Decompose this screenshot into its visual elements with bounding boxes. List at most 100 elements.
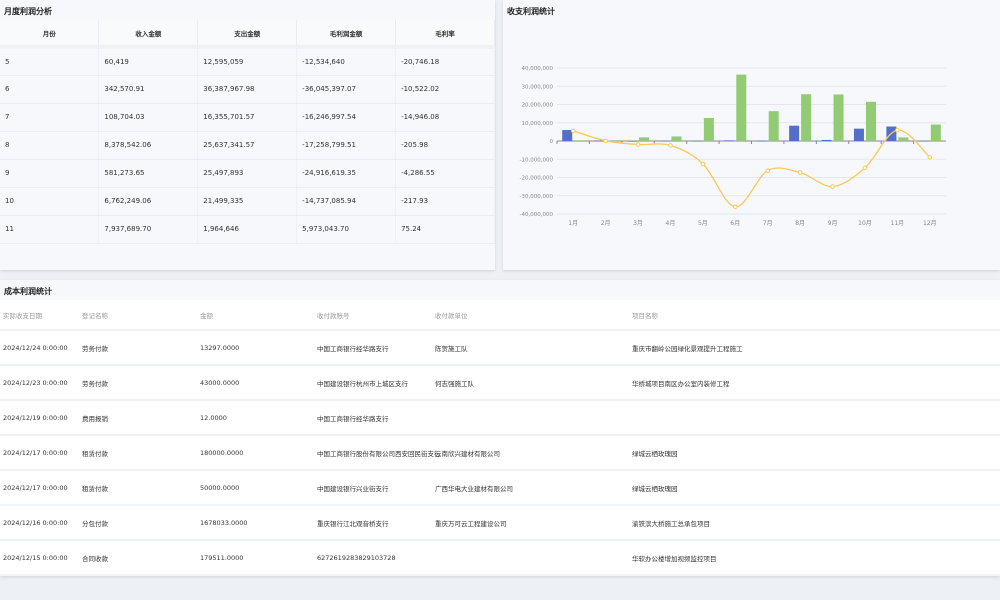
- table-row[interactable]: 2024/12/17 0:00:00 租赁付款 50000.0000 中国建设银行兴业…: [0, 470, 1000, 506]
- table-cell: 7: [0, 103, 100, 132]
- bar-series-0[interactable]: [789, 125, 800, 141]
- table-cell: 渝铁滨大桥施工总承包项目: [629, 505, 1000, 541]
- table-cell: 重庆市翻岭公园绿化景观提升工程施工: [629, 330, 1000, 366]
- table-cell: 2024/12/24 0:00:00: [0, 330, 79, 366]
- column-header[interactable]: 月份: [0, 20, 100, 49]
- line-point[interactable]: [765, 168, 771, 173]
- bar-series-0[interactable]: [853, 128, 864, 141]
- table-cell: 劳务付款: [79, 330, 197, 366]
- bar-series-1[interactable]: [736, 74, 747, 141]
- table-cell: -12,534,640: [296, 47, 397, 76]
- bar-series-1[interactable]: [930, 124, 941, 141]
- line-point[interactable]: [700, 161, 706, 167]
- table-row[interactable]: 10 6,762,249.06 21,499,335 -14,737,085.94 -2…: [0, 187, 495, 216]
- column-header[interactable]: 项目名称: [629, 300, 1000, 331]
- bar-series-1[interactable]: [898, 137, 909, 141]
- x-tick-label: 4月: [666, 220, 676, 227]
- line-point[interactable]: [732, 204, 738, 210]
- table-cell: 中国工商银行经华路支行: [314, 330, 432, 366]
- column-header[interactable]: 收付款账号: [314, 300, 432, 331]
- table-row[interactable]: 2024/12/19 0:00:00 费用报销 12.0000 中国工商银行经华路支行: [0, 400, 1000, 436]
- table-cell: 10: [0, 187, 100, 216]
- table-cell: 2024/12/15 0:00:00: [0, 540, 79, 576]
- x-tick-label: 12月: [923, 220, 937, 227]
- table-row[interactable]: 5 60,419 12,595,059 -12,534,640 -20,746.18: [0, 47, 495, 76]
- column-header[interactable]: 毛利润金额: [296, 20, 397, 49]
- bar-series-1[interactable]: [865, 101, 876, 141]
- bar-series-1[interactable]: [768, 111, 779, 141]
- table-cell: 16,355,701.57: [197, 103, 298, 132]
- line-point[interactable]: [830, 184, 835, 189]
- panel-title: 成本利润统计: [4, 287, 52, 296]
- bar-series-0[interactable]: [821, 139, 832, 141]
- table-cell: 25,637,341.57: [197, 131, 298, 160]
- table-row[interactable]: 2024/12/23 0:00:00 劳务付款 43000.0000 中国建设银行杭州…: [0, 365, 1000, 401]
- bar-series-1[interactable]: [639, 137, 650, 141]
- table-cell: 2024/12/23 0:00:00: [0, 365, 79, 401]
- y-tick-label: 20,000,000: [522, 103, 554, 109]
- profit-line: [573, 129, 931, 208]
- bar-series-1[interactable]: [574, 140, 585, 141]
- bar-series-1[interactable]: [671, 136, 682, 141]
- table-cell: 342,570.91: [98, 75, 199, 104]
- x-tick-label: 3月: [633, 220, 643, 227]
- table-cell: 21,499,335: [197, 187, 298, 216]
- line-point[interactable]: [668, 143, 673, 148]
- bar-series-0[interactable]: [756, 140, 767, 142]
- table-cell: 9: [0, 159, 100, 188]
- bar-series-0[interactable]: [918, 140, 929, 142]
- column-header[interactable]: 支出金额: [197, 20, 298, 49]
- bar-series-1[interactable]: [703, 118, 714, 141]
- table-cell: 劳务付款: [79, 365, 197, 401]
- line-point[interactable]: [570, 128, 576, 134]
- y-tick-label: 10,000,000: [522, 121, 554, 127]
- table-cell: -14,946.08: [395, 103, 495, 132]
- table-cell: 绿城云栖玫瑰园: [629, 435, 1000, 471]
- table-cell: -10,522.02: [395, 75, 495, 104]
- y-tick-label: -20,000,000: [520, 176, 554, 182]
- table-row[interactable]: 2024/12/24 0:00:00 劳务付款 13297.0000 中国工商银行经华…: [0, 330, 1000, 366]
- line-point[interactable]: [635, 142, 641, 147]
- table-cell: -24,916,619.35: [296, 159, 397, 188]
- income-expense-chart-panel: 收支利润统计 -40,000,000 -30,000,000 -20,000,000…: [503, 0, 1000, 270]
- bar-series-1[interactable]: [833, 94, 844, 141]
- table-cell: 2024/12/19 0:00:00: [0, 400, 79, 436]
- bar-series-1[interactable]: [801, 94, 812, 141]
- column-header[interactable]: 收付款单位: [432, 300, 629, 331]
- table-cell: 1678033.0000: [197, 505, 314, 541]
- bar-series-0[interactable]: [659, 140, 670, 142]
- column-header[interactable]: 实际收支日期: [0, 300, 79, 331]
- x-tick-label: 6月: [730, 220, 740, 227]
- bar-series-0[interactable]: [691, 140, 702, 142]
- column-header[interactable]: 收入金额: [98, 20, 199, 49]
- line-point[interactable]: [797, 170, 803, 175]
- line-point[interactable]: [862, 165, 868, 171]
- table-row[interactable]: 7 108,704.03 16,355,701.57 -16,246,997.54 -1…: [0, 103, 495, 132]
- line-point[interactable]: [927, 154, 933, 160]
- column-header[interactable]: 毛利率: [395, 20, 495, 49]
- x-tick-label: 11月: [891, 220, 905, 227]
- column-header[interactable]: 登记名称: [79, 300, 197, 331]
- cost-profit-panel: 成本利润统计 实际收支日期 登记名称 金额 收付款账号 收付款单位 项目名称 2024/12…: [0, 280, 1000, 576]
- bar-series-0[interactable]: [724, 140, 735, 141]
- table-row[interactable]: 9 581,273.65 25,497,893 -24,916,619.35 -4,28…: [0, 159, 495, 188]
- table-row[interactable]: 8 8,378,542.06 25,637,341.57 -17,258,799.51…: [0, 131, 495, 160]
- bar-series-0[interactable]: [627, 141, 638, 142]
- x-tick-label: 10月: [858, 220, 872, 227]
- table-row[interactable]: 2024/12/16 0:00:00 分包付款 1678033.0000 重庆银行江北…: [0, 505, 1000, 541]
- table-cell: 何志强施工队: [432, 365, 629, 401]
- table-row[interactable]: 6 342,570.91 36,387,967.98 -36,045,397.07 -1…: [0, 75, 495, 104]
- line-point[interactable]: [603, 138, 608, 144]
- table-cell: 华软办公楼增加视频监控项目: [629, 540, 1000, 576]
- line-point[interactable]: [895, 127, 900, 133]
- column-header[interactable]: 金额: [197, 300, 314, 331]
- bar-series-0[interactable]: [562, 130, 573, 141]
- table-cell: 2024/12/16 0:00:00: [0, 505, 79, 541]
- table-row[interactable]: 2024/12/15 0:00:00 合同收款 179511.0000 6272619…: [0, 540, 1000, 576]
- table-cell: -14,737,085.94: [296, 187, 397, 216]
- table-row[interactable]: 2024/12/17 0:00:00 租赁付款 180000.0000 中国工商银行股…: [0, 435, 1000, 471]
- table-cell: 12,595,059: [197, 47, 298, 76]
- table-row[interactable]: 11 7,937,689.70 1,964,646 5,973,043.70 75.24: [0, 215, 495, 244]
- table-cell: -4,286.55: [395, 159, 495, 188]
- bar-series-0[interactable]: [594, 140, 605, 142]
